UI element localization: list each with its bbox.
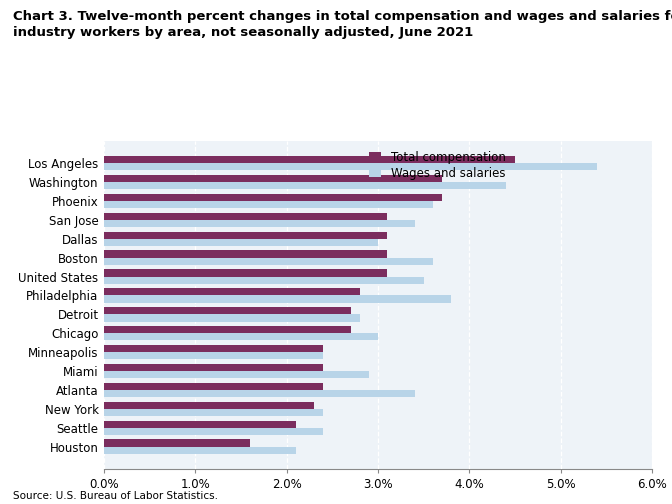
Bar [104, 232, 387, 239]
Bar [104, 428, 323, 435]
Bar [104, 371, 369, 378]
Bar [104, 345, 323, 352]
Bar [104, 409, 323, 416]
Bar [104, 250, 387, 258]
Bar [104, 383, 323, 390]
Bar [104, 213, 387, 220]
Bar [104, 439, 250, 447]
Bar [104, 333, 378, 340]
Bar [104, 270, 387, 277]
Bar [104, 447, 296, 454]
Bar [104, 420, 296, 428]
Bar [104, 326, 351, 333]
Bar [104, 175, 442, 182]
Bar [104, 277, 423, 284]
Bar [104, 390, 415, 397]
Bar [104, 258, 433, 265]
Bar [104, 402, 314, 409]
Bar [104, 314, 360, 322]
Legend: Total compensation, Wages and salaries: Total compensation, Wages and salaries [366, 147, 509, 183]
Bar [104, 288, 360, 295]
Bar [104, 194, 442, 201]
Bar [104, 163, 597, 170]
Bar [104, 295, 451, 303]
Bar [104, 182, 506, 190]
Bar [104, 352, 323, 359]
Text: Chart 3. Twelve-month percent changes in total compensation and wages and salari: Chart 3. Twelve-month percent changes in… [13, 10, 672, 39]
Bar [104, 239, 378, 246]
Bar [104, 307, 351, 314]
Bar [104, 364, 323, 371]
Bar [104, 156, 515, 163]
Text: Source: U.S. Bureau of Labor Statistics.: Source: U.S. Bureau of Labor Statistics. [13, 491, 218, 501]
Bar [104, 220, 415, 227]
Bar [104, 201, 433, 208]
